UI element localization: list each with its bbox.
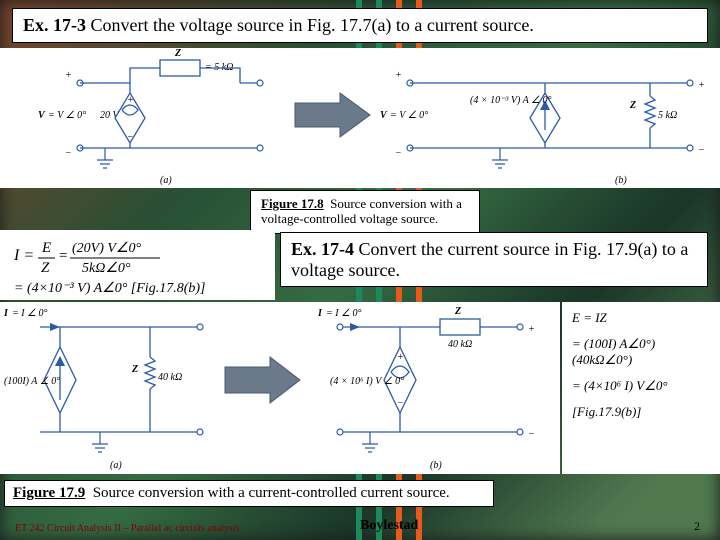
subfig-b: (b) xyxy=(615,175,627,186)
footer-left: ET 242 Circuit Analysis II – Parallel ac… xyxy=(15,523,240,534)
svg-text:Z: Z xyxy=(41,260,50,276)
footer-mid: Boylestad xyxy=(360,518,418,534)
v-left-expr: = V ∠ 0° xyxy=(48,110,86,121)
eq2-line3: = (4×10⁶ I) V∠0° xyxy=(572,378,710,394)
v-left-val: 20 V xyxy=(100,110,121,121)
z-mid-label: Z xyxy=(131,364,138,375)
eq1-line2: = (4×10⁻³ V) A∠0° [Fig.17.8(b)] xyxy=(14,281,205,296)
example-17-4-box: Ex. 17-4 Convert the current source in F… xyxy=(280,232,708,287)
svg-text:+: + xyxy=(127,95,134,106)
eq2-line1: E = IZ xyxy=(572,310,710,326)
circuit-1-svg: + − V = V ∠ 0° 20 V Z = 5 kΩ + − (a) + −… xyxy=(0,48,720,188)
svg-text:+: + xyxy=(65,70,72,81)
eq2-line4: [Fig.17.9(b)] xyxy=(572,404,710,420)
ex2-num: Ex. 17-4 xyxy=(291,239,354,259)
svg-text:+: + xyxy=(397,352,404,363)
svg-text:+: + xyxy=(528,324,535,335)
ex1-text: Convert the voltage source in Fig. 17.7(… xyxy=(91,15,534,35)
conversion-arrow-2-icon xyxy=(225,357,300,403)
v-left-label: V xyxy=(38,110,46,121)
svg-text:E: E xyxy=(41,240,51,256)
equation-panel-1: I = E Z = (20V) V∠0° 5kΩ∠0° = (4×10⁻³ V)… xyxy=(0,230,275,300)
svg-text:=: = xyxy=(58,248,68,264)
z-right-val: 5 kΩ xyxy=(658,110,677,121)
z-mid-val: 40 kΩ xyxy=(158,372,182,383)
v-right-label: V xyxy=(380,110,388,121)
i-left-expr: = I ∠ 0° xyxy=(12,308,48,319)
svg-text:−: − xyxy=(127,132,134,143)
figure-17-8-box: Figure 17.8 Source conversion with a vol… xyxy=(250,190,480,234)
z-label: Z xyxy=(174,48,181,59)
z-right-label: Z xyxy=(629,100,636,111)
v-right-expr: = V ∠ 0° xyxy=(390,110,428,121)
circuit-2-svg: I = I ∠ 0° (100I) A ∠ 0° Z 40 kΩ (a) I =… xyxy=(0,302,560,474)
footer-page-number: 2 xyxy=(694,519,700,534)
svg-text:−: − xyxy=(395,148,402,159)
svg-text:−: − xyxy=(65,148,72,159)
i-expr: (4 × 10⁻³ V) A ∠ 0° xyxy=(470,95,552,106)
svg-text:−: − xyxy=(397,398,404,409)
circuit-panel-2: I = I ∠ 0° (100I) A ∠ 0° Z 40 kΩ (a) I =… xyxy=(0,302,560,474)
subfig2-a: (a) xyxy=(110,460,122,471)
svg-text:+: + xyxy=(698,80,705,91)
svg-text:−: − xyxy=(698,145,705,156)
equation-panel-2: E = IZ = (100I) A∠0°)(40kΩ∠0°) = (4×10⁶ … xyxy=(562,302,720,474)
fig2-text: Source conversion with a current-control… xyxy=(93,485,450,501)
svg-text:(20V) V∠0°: (20V) V∠0° xyxy=(72,241,141,256)
i-right-label: I xyxy=(317,308,323,319)
v-expr-2: (4 × 10⁶ I) V ∠ 0° xyxy=(330,376,404,387)
fig2-num: Figure 17.9 xyxy=(13,485,85,501)
svg-text:5kΩ∠0°: 5kΩ∠0° xyxy=(82,261,131,276)
svg-text:−: − xyxy=(528,429,535,440)
figure-17-9-box: Figure 17.9 Source conversion with a cur… xyxy=(4,480,494,507)
svg-text:+: + xyxy=(395,70,402,81)
i-left-label: I xyxy=(3,308,9,319)
z-top-val: 40 kΩ xyxy=(448,339,472,350)
z-top-label: Z xyxy=(454,306,461,317)
fig1-num: Figure 17.8 xyxy=(261,196,324,211)
example-17-3-box: Ex. 17-3 Convert the voltage source in F… xyxy=(12,8,708,43)
subfig2-b: (b) xyxy=(430,460,442,471)
i-src-expr: (100I) A ∠ 0° xyxy=(4,376,60,387)
subfig-a: (a) xyxy=(160,175,172,186)
ex1-num: Ex. 17-3 xyxy=(23,15,86,35)
i-right-expr: = I ∠ 0° xyxy=(326,308,362,319)
svg-text:I =: I = xyxy=(13,247,34,264)
eq2-line2: = (100I) A∠0°)(40kΩ∠0°) xyxy=(572,336,710,368)
conversion-arrow-icon xyxy=(295,93,370,137)
eq1-svg: I = E Z = (20V) V∠0° 5kΩ∠0° = (4×10⁻³ V)… xyxy=(10,238,275,298)
circuit-panel-1: + − V = V ∠ 0° 20 V Z = 5 kΩ + − (a) + −… xyxy=(0,48,720,188)
